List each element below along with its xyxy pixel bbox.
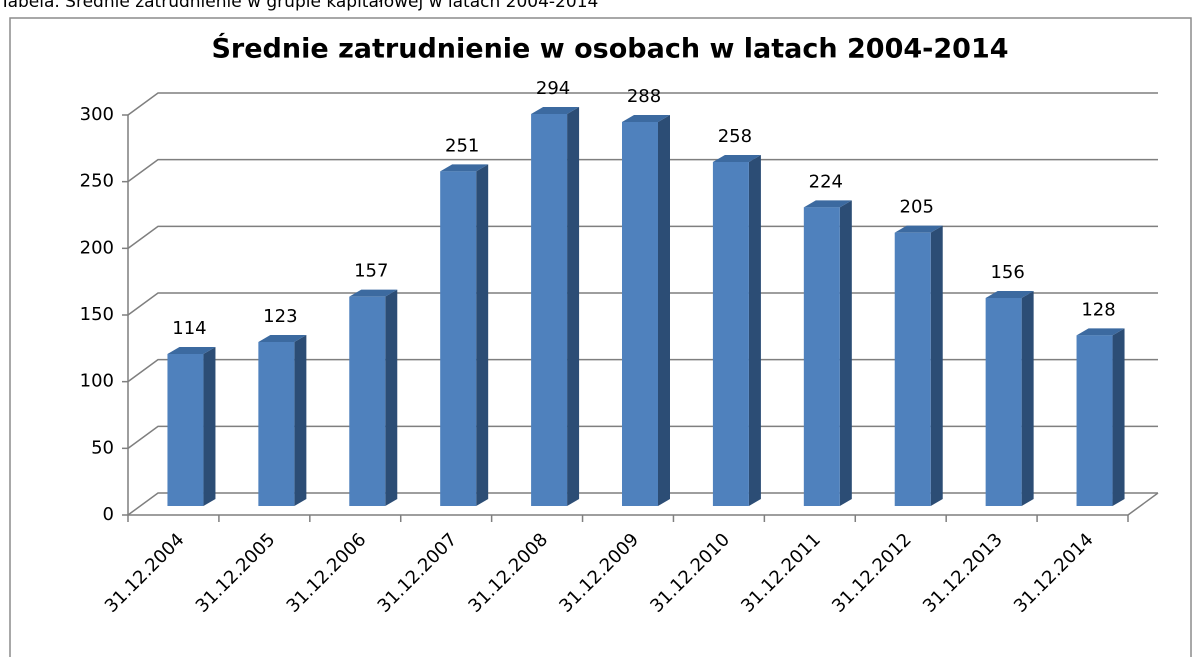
bar-top <box>440 164 489 172</box>
value-label: 294 <box>536 78 570 99</box>
bar <box>985 298 1022 506</box>
bar <box>894 232 931 506</box>
bar <box>803 207 840 507</box>
value-label: 205 <box>900 197 934 218</box>
bar <box>1076 335 1113 506</box>
bar-top <box>712 155 761 162</box>
value-label: 156 <box>990 262 1024 283</box>
value-label: 123 <box>263 306 297 327</box>
value-label: 224 <box>809 171 843 192</box>
y-tick-label: 0 <box>103 504 114 525</box>
bar-side <box>658 115 670 506</box>
bar-top <box>349 289 398 297</box>
bar-top <box>531 107 580 114</box>
y-tick-label: 200 <box>80 237 114 258</box>
bar-top <box>985 291 1034 298</box>
bar <box>440 171 477 507</box>
bar-top <box>894 225 943 233</box>
value-label: 251 <box>445 135 479 156</box>
y-tick-label: 50 <box>91 437 114 458</box>
bar-side <box>930 225 943 506</box>
bar <box>622 122 658 506</box>
bar-side <box>839 200 852 507</box>
bar-side <box>294 335 307 506</box>
value-label: 157 <box>354 261 388 282</box>
grid-line <box>127 92 1158 116</box>
bar-side <box>476 164 489 507</box>
y-tick-label: 300 <box>80 104 114 125</box>
bar <box>167 354 204 506</box>
value-label: 128 <box>1081 299 1115 320</box>
value-label: 258 <box>718 126 752 147</box>
bar-top <box>1076 328 1125 336</box>
y-tick-label: 100 <box>80 371 114 392</box>
chart-title: Średnie zatrudnienie w osobach w latach … <box>211 33 1008 65</box>
value-label: 288 <box>627 86 661 107</box>
y-tick-label: 150 <box>80 304 114 325</box>
bar-side <box>567 107 580 506</box>
bar-side <box>203 347 216 506</box>
y-tick-label: 250 <box>80 171 114 192</box>
bar-top <box>622 115 670 122</box>
bar <box>349 296 386 506</box>
bar <box>258 342 295 506</box>
bar-side <box>385 289 398 506</box>
bar <box>712 162 749 506</box>
bar-top <box>258 335 307 342</box>
bar-top <box>167 347 216 354</box>
caption: Tabela. Średnie zatrudnienie w grupie ka… <box>0 0 598 12</box>
grid-line <box>127 158 1158 183</box>
bar-side <box>748 155 761 506</box>
value-label: 114 <box>172 318 206 339</box>
bar-top <box>803 200 852 208</box>
bar-side <box>1021 291 1034 506</box>
bar-side <box>1112 328 1125 506</box>
bar <box>531 114 568 506</box>
